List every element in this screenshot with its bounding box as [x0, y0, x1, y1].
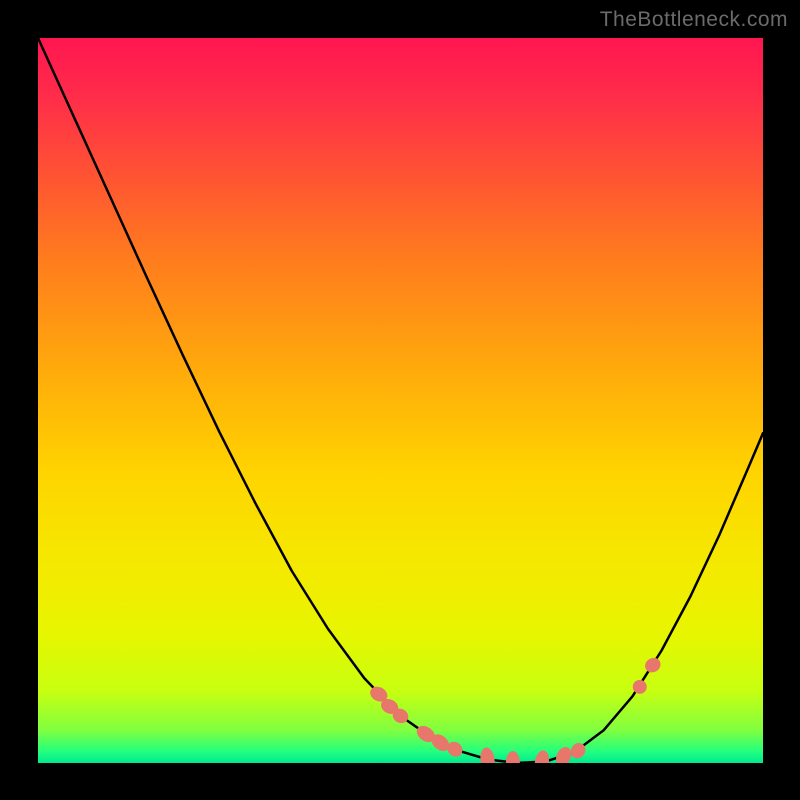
bottleneck-curve-chart	[38, 38, 763, 763]
watermark-text: TheBottleneck.com	[600, 8, 788, 32]
chart-container	[38, 38, 763, 763]
gradient-background	[38, 38, 763, 763]
